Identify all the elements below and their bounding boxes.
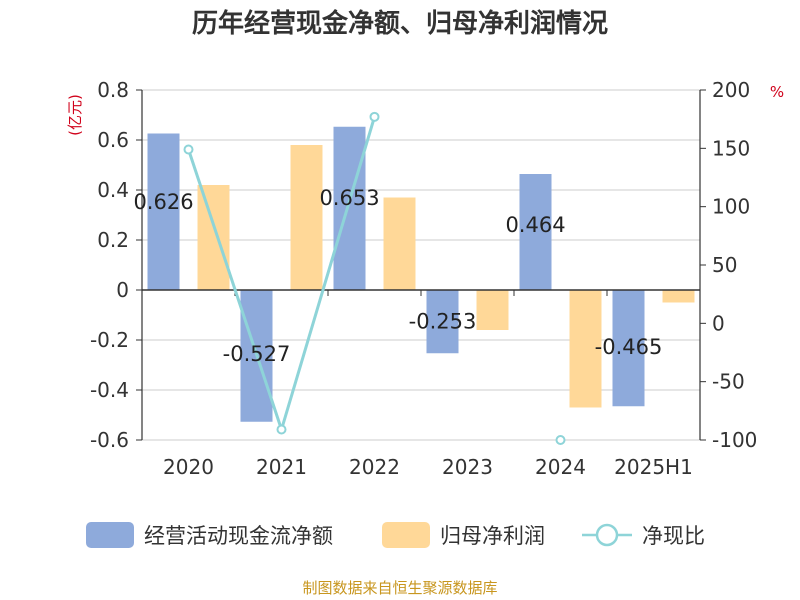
- legend-label-netprofit: 归母净利润: [440, 524, 545, 548]
- bar-netprofit-2024: [569, 290, 602, 408]
- bars: [147, 126, 695, 422]
- ratio-line: [183, 111, 566, 445]
- right-tick-label: 200: [712, 78, 750, 102]
- right-tick-label: 50: [712, 253, 737, 277]
- data-label-cashflow-2021: -0.527: [223, 342, 291, 366]
- gridlines: [142, 89, 700, 441]
- bar-netprofit-2021: [290, 145, 323, 290]
- chart-title: 历年经营现金净额、归母净利润情况: [192, 8, 608, 39]
- ratio-line-segment: [187, 149, 283, 430]
- right-tick-label: 0: [712, 311, 725, 335]
- right-tick-label: 150: [712, 136, 750, 160]
- bar-cashflow-2025H1: [612, 290, 645, 407]
- legend-label-cashflow: 经营活动现金流净额: [144, 524, 333, 548]
- x-tick-label: 2021: [256, 455, 307, 479]
- bar-netprofit-2022: [383, 197, 416, 290]
- data-labels: 0.626 -0.527 0.653 -0.253 0.464 -0.465: [133, 186, 662, 366]
- data-label-cashflow-2023: -0.253: [409, 309, 477, 333]
- ratio-point-2020: [183, 144, 194, 155]
- legend: 经营活动现金流净额 归母净利润 净现比: [86, 522, 705, 548]
- data-label-cashflow-2020: 0.626: [133, 190, 193, 214]
- bar-cashflow-2024: [519, 174, 552, 290]
- left-tick-label: 0.8: [97, 78, 129, 102]
- tick-labels: 0.8 0.6 0.4 0.2 0 -0.2 -0.4 -0.6 200 150 100 50 0 -50…: [90, 78, 757, 479]
- x-tick-label: 2022: [349, 455, 400, 479]
- legend-label-ratio: 净现比: [642, 524, 705, 548]
- left-tick-label: 0.4: [97, 178, 129, 202]
- right-tick-label: -50: [712, 370, 745, 394]
- x-tick-label: 2025H1: [614, 455, 693, 479]
- legend-swatch-ratio-marker: [595, 523, 619, 547]
- ratio-point-2024: [555, 435, 566, 445]
- bar-netprofit-2025H1: [662, 290, 695, 303]
- left-tick-label: 0: [116, 278, 129, 302]
- left-tick-label: -0.6: [90, 428, 129, 452]
- x-tick-label: 2024: [535, 455, 586, 479]
- bar-cashflow-2020: [147, 133, 180, 290]
- data-label-cashflow-2024: 0.464: [505, 213, 565, 237]
- left-axis-unit: (亿元): [66, 94, 84, 136]
- bar-cashflow-2022: [333, 126, 366, 290]
- right-axis-unit: %: [770, 83, 784, 101]
- data-label-cashflow-2025H1: -0.465: [595, 335, 663, 359]
- x-tick-label: 2023: [442, 455, 493, 479]
- ratio-line-segment: [280, 116, 376, 430]
- left-tick-label: 0.6: [97, 128, 129, 152]
- bar-netprofit-2023: [476, 290, 509, 330]
- right-tick-label: 100: [712, 195, 750, 219]
- left-tick-label: -0.2: [90, 328, 129, 352]
- legend-swatch-cashflow: [86, 522, 134, 548]
- bar-netprofit-2020: [197, 185, 230, 290]
- ratio-point-2021: [276, 424, 287, 435]
- left-tick-label: -0.4: [90, 378, 129, 402]
- left-tick-label: 0.2: [97, 228, 129, 252]
- source-note: 制图数据来自恒生聚源数据库: [302, 579, 497, 597]
- x-tick-label: 2020: [163, 455, 214, 479]
- ratio-point-2022: [369, 111, 380, 122]
- right-tick-label: -100: [712, 428, 757, 452]
- legend-swatch-netprofit: [382, 522, 430, 548]
- bar-cashflow-2023: [426, 290, 459, 354]
- data-label-cashflow-2022: 0.653: [319, 186, 379, 210]
